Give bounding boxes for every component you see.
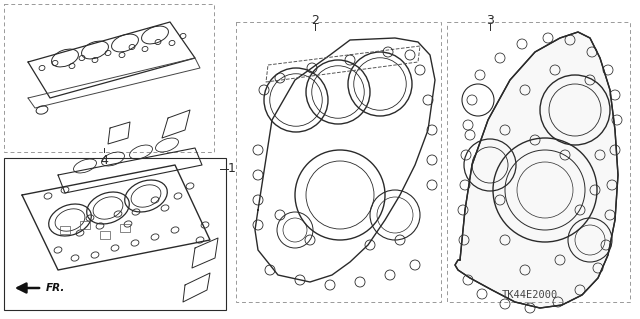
Bar (120, 224, 130, 232)
Bar (447, 22, 630, 302)
Text: 3: 3 (486, 13, 494, 26)
Text: 1: 1 (228, 162, 236, 175)
Polygon shape (455, 32, 618, 308)
Bar (236, 22, 441, 302)
Text: FR.: FR. (46, 283, 65, 293)
Text: TK44E2000: TK44E2000 (502, 290, 558, 300)
Text: 4: 4 (100, 154, 108, 167)
Bar (60, 226, 70, 234)
Text: 2: 2 (311, 13, 319, 26)
Bar (4, 158, 226, 310)
Bar (4, 4, 214, 152)
Bar (100, 231, 110, 239)
Bar (80, 221, 90, 229)
